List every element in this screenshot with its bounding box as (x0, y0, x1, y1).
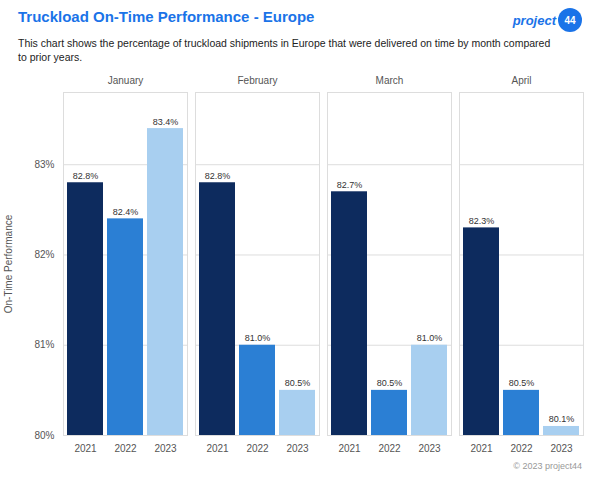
html-text:© 2023 project44: © 2023 project44 (513, 461, 582, 472)
svg-text:2021: 2021 (74, 443, 97, 454)
svg-text:April: April (511, 75, 531, 86)
svg-text:2022: 2022 (378, 443, 401, 454)
svg-text:82.4%: 82.4% (113, 207, 139, 217)
svg-text:82.3%: 82.3% (469, 216, 495, 226)
svg-text:80.5%: 80.5% (285, 379, 311, 389)
svg-text:82.8%: 82.8% (205, 171, 231, 181)
svg-text:2022: 2022 (246, 443, 269, 454)
svg-text:80%: 80% (34, 430, 54, 441)
html-text:This chart shows the percentag: This chart shows the percentage of truck… (18, 37, 551, 64)
svg-text:83.4%: 83.4% (153, 117, 179, 127)
svg-text:83%: 83% (34, 159, 54, 170)
svg-text:2021: 2021 (338, 443, 361, 454)
svg-text:80.1%: 80.1% (549, 415, 575, 425)
svg-text:82.8%: 82.8% (73, 171, 99, 181)
svg-text:80.5%: 80.5% (377, 379, 403, 389)
svg-text:81%: 81% (34, 340, 54, 351)
svg-text:2023: 2023 (154, 443, 177, 454)
svg-text:2023: 2023 (286, 443, 309, 454)
svg-text:2022: 2022 (510, 443, 533, 454)
svg-text:2021: 2021 (206, 443, 229, 454)
svg-text:March: March (376, 75, 404, 86)
svg-text:2021: 2021 (470, 443, 493, 454)
svg-text:80.5%: 80.5% (509, 379, 535, 389)
svg-text:82%: 82% (34, 250, 54, 261)
svg-text:81.0%: 81.0% (417, 334, 443, 344)
svg-text:2022: 2022 (114, 443, 137, 454)
html-text:44: 44 (564, 14, 576, 26)
svg-text:January: January (108, 75, 144, 86)
svg-text:81.0%: 81.0% (245, 334, 271, 344)
svg-text:2023: 2023 (418, 443, 441, 454)
svg-text:On-Time Performance: On-Time Performance (3, 215, 14, 314)
html-text:Truckload On-Time Performance: Truckload On-Time Performance - Europe (18, 8, 315, 25)
svg-text:82.7%: 82.7% (337, 180, 363, 190)
html-text:project: project (512, 12, 556, 28)
svg-text:February: February (237, 75, 277, 86)
svg-text:2023: 2023 (550, 443, 573, 454)
